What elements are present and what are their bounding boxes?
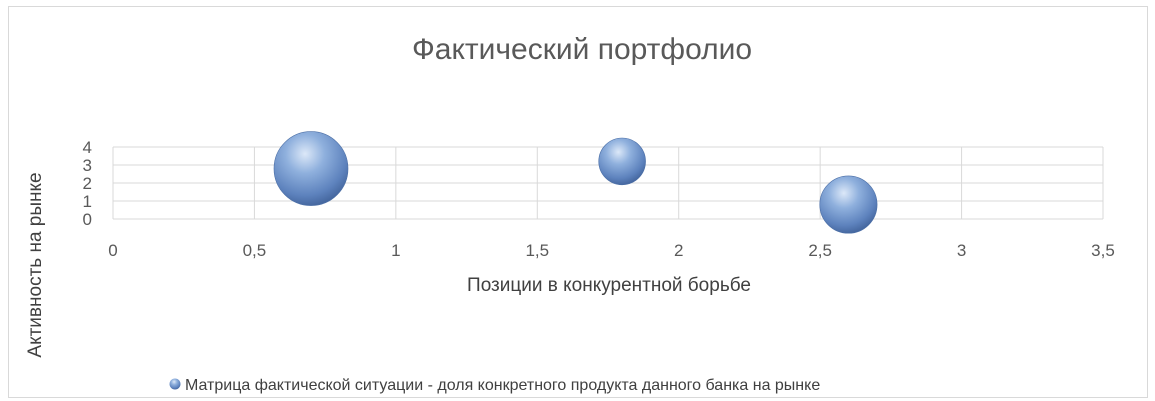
x-tick-label: 0,5 bbox=[243, 241, 267, 260]
x-tick-labels: 0 0,5 1 1,5 2 2,5 3 3,5 bbox=[108, 241, 1115, 260]
x-tick-label: 0 bbox=[108, 241, 117, 260]
x-tick-label: 3,5 bbox=[1091, 241, 1115, 260]
bubble bbox=[598, 137, 646, 186]
y-tick-label: 1 bbox=[83, 192, 92, 211]
x-tick-label: 2 bbox=[674, 241, 683, 260]
legend-marker bbox=[169, 378, 181, 390]
chart-title: Фактический портфолио bbox=[412, 33, 752, 66]
bubble-series bbox=[273, 131, 878, 234]
y-axis-title: Активность на рынке bbox=[25, 172, 46, 357]
y-tick-label: 3 bbox=[83, 156, 92, 175]
legend: Матрица фактической ситуации - доля конк… bbox=[169, 377, 820, 394]
legend-label: Матрица фактической ситуации - доля конк… bbox=[185, 377, 820, 394]
chart-frame: Фактический портфолио 0 0,5 1 1,5 2 2,5 3 3,5 0… bbox=[8, 6, 1148, 398]
x-tick-label: 3 bbox=[957, 241, 966, 260]
bubble bbox=[819, 175, 878, 234]
y-tick-label: 4 bbox=[83, 138, 92, 157]
y-tick-label: 0 bbox=[83, 210, 92, 229]
x-tick-label: 1,5 bbox=[525, 241, 549, 260]
bubble-chart: Фактический портфолио 0 0,5 1 1,5 2 2,5 3 3,5 0… bbox=[25, 33, 1115, 394]
x-tick-label: 2,5 bbox=[808, 241, 832, 260]
x-axis-title: Позиции в конкурентной борьбе bbox=[467, 275, 751, 296]
y-tick-label: 2 bbox=[83, 174, 92, 193]
x-tick-label: 1 bbox=[391, 241, 400, 260]
bubble bbox=[273, 131, 349, 206]
